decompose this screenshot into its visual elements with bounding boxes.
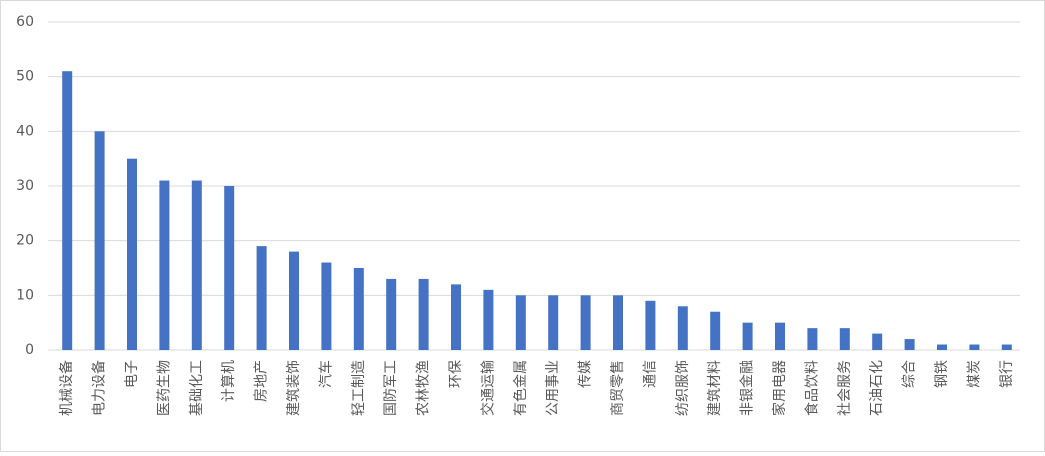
bar <box>321 262 332 350</box>
bar <box>451 284 461 350</box>
bar <box>515 295 526 350</box>
x-tick-label: 交通运输 <box>479 360 496 416</box>
x-tick-label: 建筑装饰 <box>286 360 302 416</box>
bar <box>580 295 591 350</box>
bar <box>386 278 397 350</box>
x-tick-label: 钢铁 <box>934 360 950 388</box>
x-tick-label: 家用电器 <box>771 360 788 416</box>
bar <box>645 300 656 350</box>
x-tick-label: 有色金属 <box>512 360 529 416</box>
x-tick-label: 电力设备 <box>91 360 108 416</box>
x-tick-label: 食品饮料 <box>803 360 820 416</box>
x-tick-label: 传媒 <box>578 360 594 388</box>
y-tick-label: 50 <box>16 69 34 85</box>
x-tick-label: 建筑材料 <box>707 360 723 416</box>
x-tick-label: 农林牧渔 <box>416 360 432 416</box>
bar <box>613 295 623 350</box>
bar <box>353 268 364 350</box>
x-tick-label: 社会服务 <box>837 360 853 416</box>
bar <box>159 180 170 350</box>
bar <box>289 251 299 350</box>
x-tick-label: 医药生物 <box>156 360 172 416</box>
x-tick-label: 电子 <box>124 360 140 388</box>
bar <box>775 322 785 350</box>
bar <box>710 311 721 350</box>
y-tick-label: 20 <box>16 233 34 249</box>
bar <box>1001 344 1012 350</box>
bar <box>677 306 688 350</box>
bar <box>969 344 980 350</box>
bar <box>127 158 137 350</box>
bar <box>904 339 915 350</box>
x-tick-label: 银行 <box>999 360 1015 388</box>
x-tick-label: 国防军工 <box>383 360 399 416</box>
x-tick-label: 综合 <box>902 360 918 388</box>
x-tick-label: 机械设备 <box>58 360 75 416</box>
bar <box>872 333 883 350</box>
bar <box>94 131 105 350</box>
x-tick-label: 公用事业 <box>545 360 561 416</box>
bar <box>256 246 267 350</box>
y-tick-label: 40 <box>16 123 34 139</box>
y-tick-label: 0 <box>25 342 34 358</box>
x-tick-label: 环保 <box>448 360 464 388</box>
x-tick-label: 基础化工 <box>188 360 205 416</box>
x-tick-label: 轻工制造 <box>351 360 367 416</box>
x-tick-label: 非银金融 <box>740 360 756 416</box>
bar <box>191 180 202 350</box>
x-tick-label: 商贸零售 <box>610 360 626 416</box>
x-tick-label: 石油石化 <box>869 360 885 416</box>
x-tick-label: 计算机 <box>221 360 237 402</box>
bar <box>62 71 73 350</box>
bar <box>937 344 947 350</box>
bar <box>418 278 429 350</box>
x-tick-label: 纺织服饰 <box>675 360 691 416</box>
bar <box>839 328 850 350</box>
bar <box>807 328 818 350</box>
y-tick-label: 30 <box>16 178 34 194</box>
x-tick-label: 汽车 <box>317 360 334 388</box>
x-tick-label: 煤炭 <box>966 360 982 388</box>
bar <box>224 186 235 350</box>
bar <box>483 289 494 350</box>
x-tick-label: 通信 <box>642 360 658 388</box>
x-tick-label: 房地产 <box>254 360 270 402</box>
y-tick-label: 60 <box>16 14 34 30</box>
bar <box>548 295 559 350</box>
y-tick-label: 10 <box>16 287 34 303</box>
bar <box>742 322 753 350</box>
